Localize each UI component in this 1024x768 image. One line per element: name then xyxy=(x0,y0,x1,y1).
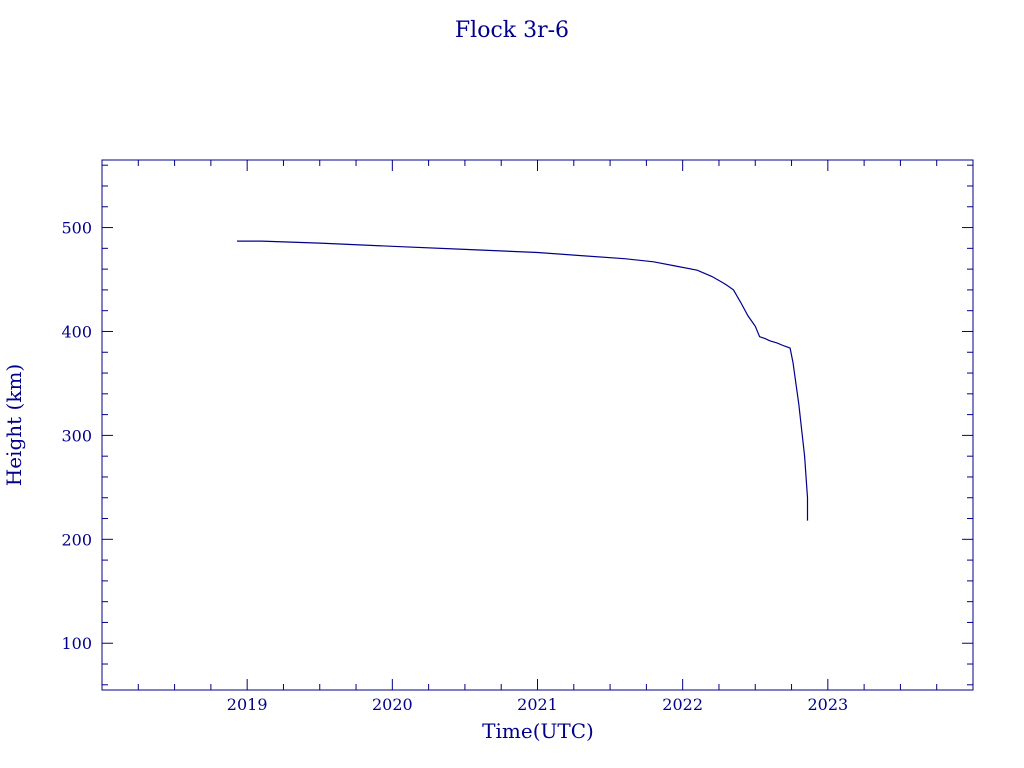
y-tick-label: 400 xyxy=(61,322,92,341)
y-tick-label: 300 xyxy=(61,426,92,445)
x-tick-label: 2022 xyxy=(662,695,703,714)
x-tick-label: 2023 xyxy=(807,695,848,714)
height-series-line xyxy=(237,240,809,521)
y-axis-ticks xyxy=(102,164,973,686)
x-axis-ticks xyxy=(101,160,974,690)
x-tick-label: 2019 xyxy=(227,695,268,714)
chart-title: Flock 3r-6 xyxy=(455,18,569,43)
y-tick-label: 500 xyxy=(61,219,92,238)
x-tick-label: 2020 xyxy=(372,695,413,714)
y-axis-tick-labels: 100 200 300 400 500 xyxy=(61,219,92,654)
y-tick-label: 200 xyxy=(61,530,92,549)
x-tick-label: 2021 xyxy=(517,695,558,714)
y-axis-label: Height (km) xyxy=(2,364,26,486)
plot-frame xyxy=(101,159,974,691)
x-axis-label: Time(UTC) xyxy=(482,719,594,743)
x-axis-tick-labels: 2019 2020 2021 2022 2023 xyxy=(227,695,848,714)
y-tick-label: 100 xyxy=(61,634,92,653)
